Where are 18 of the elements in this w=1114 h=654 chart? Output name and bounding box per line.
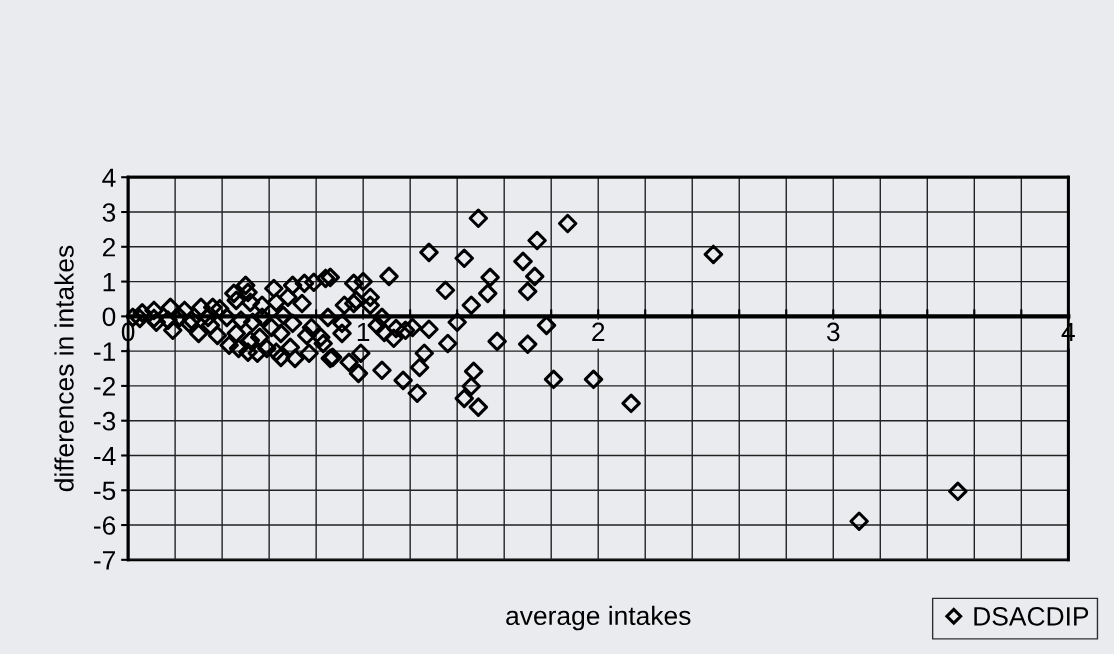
y-tick-label: -2	[94, 377, 115, 396]
y-tick-label: 0	[102, 307, 116, 327]
y-tick-label: -7	[94, 551, 115, 570]
x-axis-title: average intakes	[506, 605, 691, 631]
y-tick-label: -3	[94, 411, 116, 431]
legend-label: DSACDIP	[974, 607, 1089, 626]
y-tick-label: 4	[102, 168, 116, 187]
y-tick-label: -6	[94, 516, 116, 535]
x-tick-label: 2	[592, 322, 605, 342]
y-tick-label: -1	[94, 342, 116, 361]
y-tick-label: 1	[103, 272, 116, 292]
y-tick-label: -5	[94, 481, 116, 501]
x-tick-label: 1	[357, 322, 370, 342]
y-tick-label: -4	[94, 446, 116, 466]
y-tick-label: 2	[102, 237, 115, 257]
y-axis-title: differences in intakes	[54, 245, 74, 492]
x-tick-label: 3	[826, 322, 840, 342]
y-tick-label: 3	[102, 203, 116, 222]
